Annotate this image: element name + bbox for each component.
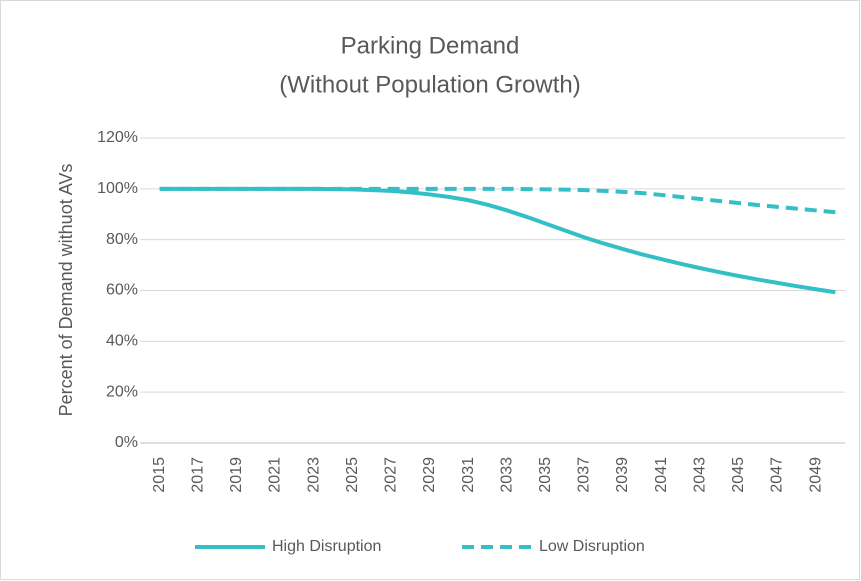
x-tick-label: 2035 xyxy=(537,457,554,493)
x-tick-label: 2019 xyxy=(228,457,245,493)
y-tick-label: 20% xyxy=(106,383,138,400)
x-tick-label: 2015 xyxy=(151,457,168,493)
x-tick-label: 2021 xyxy=(267,457,284,493)
y-tick-label: 40% xyxy=(106,333,138,350)
legend-label: High Disruption xyxy=(272,538,381,555)
x-tick-label: 2029 xyxy=(421,457,438,493)
x-tick-label: 2025 xyxy=(344,457,361,493)
x-tick-label: 2017 xyxy=(189,457,206,493)
y-tick-label: 100% xyxy=(97,180,138,197)
x-tick-label: 2041 xyxy=(653,457,670,493)
x-tick-label: 2027 xyxy=(383,457,400,493)
x-tick-label: 2031 xyxy=(460,457,477,493)
chart-subtitle: (Without Population Growth) xyxy=(279,71,580,98)
y-axis-label: Percent of Demand withuot AVs xyxy=(56,164,76,417)
y-tick-label: 0% xyxy=(115,434,138,451)
series-line xyxy=(159,186,836,295)
x-tick-label: 2037 xyxy=(576,457,593,493)
x-tick-label: 2045 xyxy=(730,457,747,493)
x-tick-label: 2043 xyxy=(691,457,708,493)
x-tick-label: 2039 xyxy=(614,457,631,493)
y-tick-label: 120% xyxy=(97,129,138,146)
y-tick-label: 80% xyxy=(106,231,138,248)
y-tick-label: 60% xyxy=(106,282,138,299)
x-tick-label: 2047 xyxy=(769,457,786,493)
legend-label: Low Disruption xyxy=(539,538,645,555)
chart-title: Parking Demand xyxy=(341,32,520,59)
x-tick-label: 2049 xyxy=(807,457,824,493)
x-tick-label: 2023 xyxy=(305,457,322,493)
x-tick-label: 2033 xyxy=(498,457,515,493)
